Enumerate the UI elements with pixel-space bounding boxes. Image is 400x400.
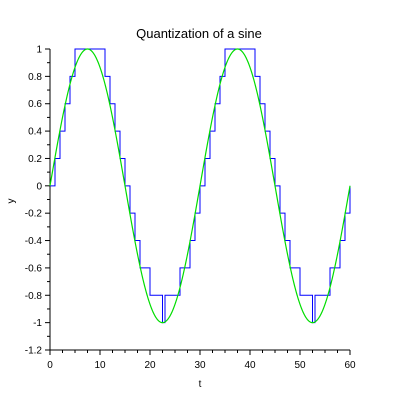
x-tick-label: 60: [344, 360, 356, 371]
x-tick-label: 10: [94, 360, 106, 371]
x-tick-label: 40: [244, 360, 256, 371]
y-tick-label: -1.2: [25, 346, 43, 357]
x-tick-label: 30: [194, 360, 206, 371]
x-axis-title: t: [199, 379, 202, 390]
x-tick-label: 50: [294, 360, 306, 371]
y-tick-label: 0.8: [28, 72, 42, 83]
y-tick-label: -0.6: [25, 263, 43, 274]
y-tick-label: -0.2: [25, 209, 43, 220]
y-tick-label: 0.6: [28, 99, 42, 110]
chart-title: Quantization of a sine: [136, 26, 262, 41]
plot-area: 0 10 20 30 40 50 60 -1.2 -1 -0.8 -0.6 -0.4 -0.2 0 0.2 0…: [25, 45, 356, 372]
y-tick-label: -0.8: [25, 291, 43, 302]
y-tick-label: 0: [36, 181, 42, 192]
y-tick-label: 1: [36, 45, 42, 56]
y-tick-label: 0.4: [28, 127, 42, 138]
y-axis-title: y: [6, 199, 17, 204]
x-tick-label: 20: [144, 360, 156, 371]
sine-curve-line: [49, 48, 351, 324]
y-tick-label: -0.4: [25, 236, 43, 247]
x-tick-label: 0: [47, 360, 53, 371]
y-tick-label: 0.2: [28, 154, 42, 165]
y-tick-label: -1: [33, 318, 42, 329]
